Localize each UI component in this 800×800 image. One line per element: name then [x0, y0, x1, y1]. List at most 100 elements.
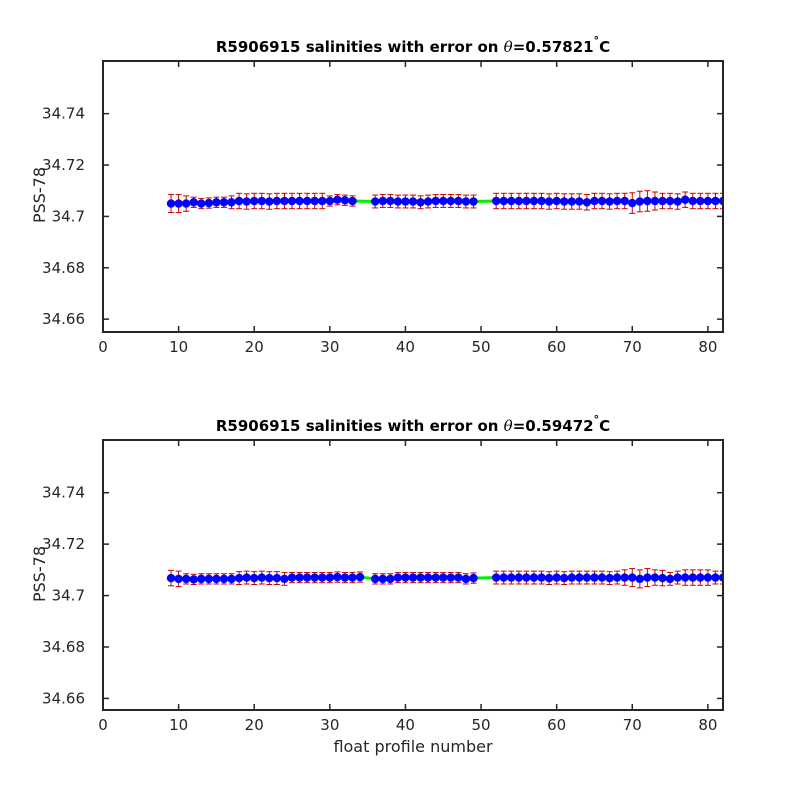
data-point: [529, 573, 539, 582]
data-point: [181, 574, 191, 584]
data-point: [590, 196, 599, 206]
data-point: [257, 573, 267, 582]
x-tick-label: 50: [472, 338, 491, 356]
x-tick-label: 20: [245, 338, 264, 356]
data-point: [348, 196, 357, 206]
error-bar: [720, 570, 723, 585]
data-point: [416, 198, 425, 207]
data-point: [522, 573, 531, 582]
plot-area: [166, 190, 723, 214]
data-point: [552, 573, 561, 582]
chart-panel-bottom: R5906915 salinities with error on θ=0.59…: [30, 413, 724, 756]
x-tick-label: 20: [245, 716, 264, 734]
data-point: [537, 196, 546, 206]
y-axis-label: PSS-78: [30, 167, 49, 223]
x-tick-label: 60: [547, 338, 566, 356]
x-tick-label: 50: [472, 716, 491, 734]
x-tick-label: 70: [623, 716, 642, 734]
data-point: [416, 573, 425, 582]
data-point: [310, 196, 319, 206]
data-point: [249, 196, 259, 206]
data-point: [287, 196, 297, 206]
x-tick-label: 70: [623, 338, 642, 356]
data-point: [227, 574, 236, 584]
data-point: [393, 197, 403, 206]
data-point: [665, 196, 675, 206]
data-point: [197, 574, 206, 584]
x-axis-label: float profile number: [333, 737, 493, 756]
data-point: [469, 197, 478, 206]
data-point: [650, 573, 660, 582]
plot-area: [166, 568, 723, 589]
data-point: [310, 573, 319, 582]
data-point: [696, 196, 705, 206]
data-point: [408, 573, 418, 582]
data-point: [650, 196, 660, 206]
data-point: [658, 196, 667, 206]
data-point: [605, 573, 614, 583]
data-point: [559, 573, 569, 583]
y-tick-label: 34.74: [42, 484, 85, 502]
axes-box: [102, 60, 724, 333]
data-point: [612, 196, 622, 206]
data-point: [597, 573, 607, 582]
data-point: [166, 573, 176, 583]
data-point: [688, 196, 698, 206]
data-point: [174, 199, 183, 208]
data-point: [454, 196, 463, 206]
data-point: [280, 196, 289, 206]
axes-box: [102, 439, 724, 711]
data-point: [446, 573, 456, 582]
data-point: [461, 574, 471, 584]
data-point: [295, 573, 304, 582]
y-tick-label: 34.66: [42, 689, 85, 707]
data-point: [302, 196, 312, 206]
data-point: [703, 573, 713, 582]
data-point: [408, 197, 418, 206]
x-tick-label: 60: [547, 716, 566, 734]
data-point: [537, 573, 546, 582]
data-point: [680, 573, 690, 582]
data-point: [393, 573, 403, 582]
data-point: [348, 573, 357, 582]
data-point: [174, 574, 183, 584]
data-point: [559, 197, 569, 206]
data-point: [582, 573, 592, 582]
data-point: [204, 574, 214, 584]
data-point: [401, 197, 410, 206]
data-point: [635, 574, 645, 584]
y-tick-label: 34.7: [52, 587, 85, 605]
x-tick-label: 10: [169, 716, 188, 734]
data-point: [454, 573, 463, 582]
data-point: [673, 197, 682, 206]
data-point: [575, 573, 584, 582]
data-point: [514, 573, 524, 582]
data-point: [673, 573, 682, 582]
data-point: [438, 573, 448, 582]
error-bar: [720, 192, 723, 210]
data-point: [507, 573, 516, 582]
data-point: [658, 573, 667, 583]
data-point: [461, 197, 471, 206]
data-point: [582, 198, 592, 207]
data-point: [529, 196, 539, 206]
data-point: [688, 573, 698, 582]
data-point: [643, 196, 652, 206]
data-point: [567, 197, 577, 206]
data-point: [249, 573, 259, 583]
data-point: [295, 196, 304, 206]
data-point: [189, 198, 198, 207]
data-point: [567, 573, 577, 582]
data-point: [272, 573, 282, 583]
data-point: [680, 195, 690, 204]
data-point: [620, 573, 629, 582]
data-point: [635, 197, 645, 206]
data-point: [696, 573, 705, 582]
x-tick-label: 30: [320, 338, 339, 356]
y-tick-label: 34.68: [42, 259, 85, 277]
data-point: [181, 199, 191, 208]
data-point: [665, 574, 675, 584]
data-point: [431, 573, 440, 582]
data-point: [166, 199, 176, 208]
data-point: [370, 574, 380, 584]
